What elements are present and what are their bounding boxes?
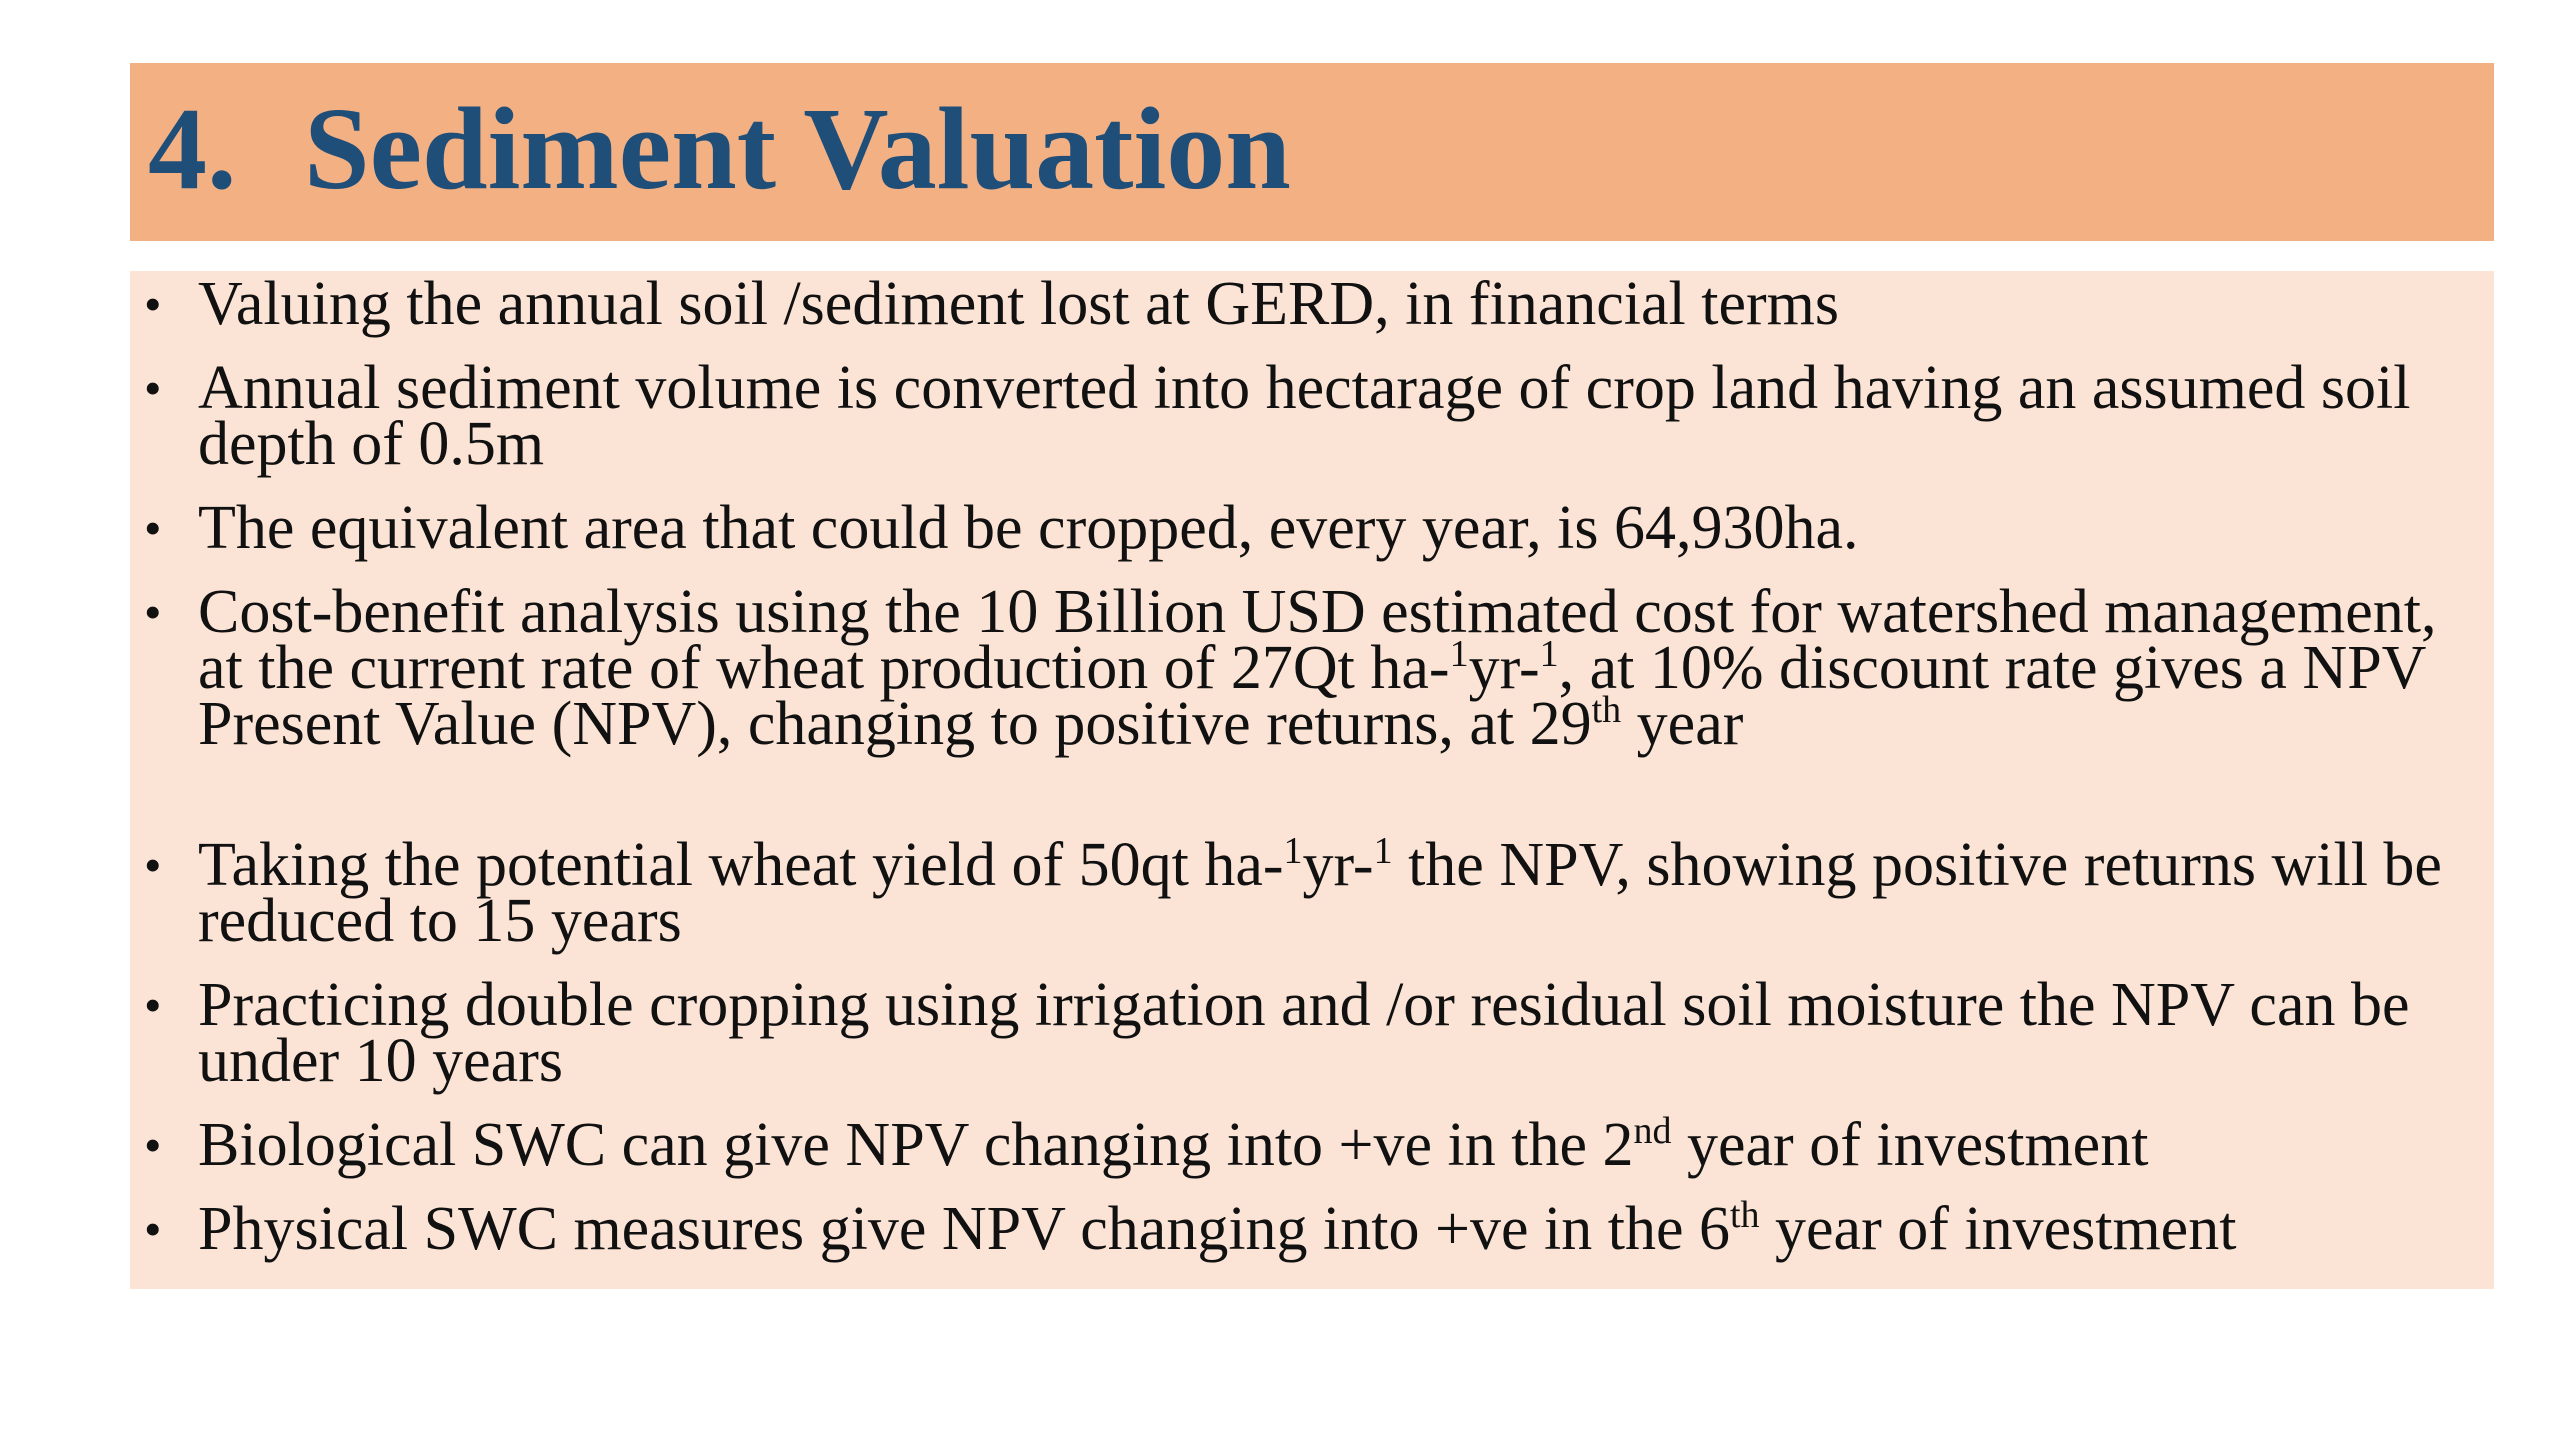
bullet-dot-icon: • (144, 1201, 162, 1257)
bullet-item: • Annual sediment volume is converted in… (144, 357, 2488, 475)
title-bar: 4. Sediment Valuation (130, 63, 2494, 241)
bullet-dot-icon: • (144, 584, 162, 640)
bullet-item: • The equivalent area that could be crop… (144, 497, 2488, 559)
bullet-text: Valuing the annual soil /sediment lost a… (198, 270, 1839, 338)
bullet-text-part: Physical SWC measures give NPV changing … (198, 1195, 1730, 1263)
bullet-text: Practicing double cropping using irrigat… (198, 971, 2410, 1095)
bullet-item: • Cost-benefit analysis using the 10 Bil… (144, 581, 2488, 755)
bullet-item: • Biological SWC can give NPV changing i… (144, 1112, 2488, 1176)
bullet-text-part: yr- (1302, 831, 1374, 899)
superscript: nd (1633, 1110, 1672, 1152)
superscript: th (1729, 1194, 1760, 1236)
bullet-item: • Valuing the annual soil /sediment lost… (144, 273, 2488, 335)
bullet-text: Cost-benefit analysis using the 10 Billi… (198, 578, 2436, 758)
bullet-text-part: year of investment (1671, 1111, 2149, 1179)
content-box: • Valuing the annual soil /sediment lost… (130, 271, 2494, 1289)
bullet-dot-icon: • (144, 500, 162, 556)
bullet-text: The equivalent area that could be croppe… (198, 494, 1859, 562)
bullet-text: Annual sediment volume is converted into… (198, 354, 2411, 478)
bullet-text-part: year (1621, 690, 1744, 758)
bullet-text-part: Cost-benefit analysis using the 10 Billi… (198, 578, 2437, 702)
bullet-dot-icon: • (144, 276, 162, 332)
bullet-text-part: Biological SWC can give NPV changing int… (198, 1111, 1634, 1179)
bullet-item: • Physical SWC measures give NPV changin… (144, 1196, 2488, 1260)
bullet-item: • Taking the potential wheat yield of 50… (144, 832, 2488, 952)
slide-title: 4. Sediment Valuation (148, 79, 1291, 219)
bullet-text-part: , at 10% discount rate gives a NPV Prese… (198, 634, 2426, 758)
bullet-text: Taking the potential wheat yield of 50qt… (198, 831, 2442, 955)
bullet-text-part: Taking the potential wheat yield of 50qt… (198, 831, 1284, 899)
bullet-text: Physical SWC measures give NPV changing … (198, 1195, 2236, 1263)
superscript: 1 (1283, 830, 1303, 872)
bullet-text-part: yr- (1468, 634, 1540, 702)
superscript: th (1591, 689, 1622, 731)
superscript: 1 (1449, 633, 1469, 675)
bullet-dot-icon: • (144, 360, 162, 416)
bullet-text: Biological SWC can give NPV changing int… (198, 1111, 2148, 1179)
title-text: Sediment Valuation (304, 83, 1291, 214)
bullet-dot-icon: • (144, 837, 162, 893)
title-number: 4. (148, 83, 237, 214)
bullet-text-part: the NPV, showing positive returns will b… (198, 831, 2442, 955)
bullet-dot-icon: • (144, 977, 162, 1033)
bullet-item: • Practicing double cropping using irrig… (144, 974, 2488, 1092)
superscript: 1 (1539, 633, 1559, 675)
bullet-dot-icon: • (144, 1117, 162, 1173)
bullet-text-part: year of investment (1759, 1195, 2237, 1263)
superscript: 1 (1373, 830, 1393, 872)
